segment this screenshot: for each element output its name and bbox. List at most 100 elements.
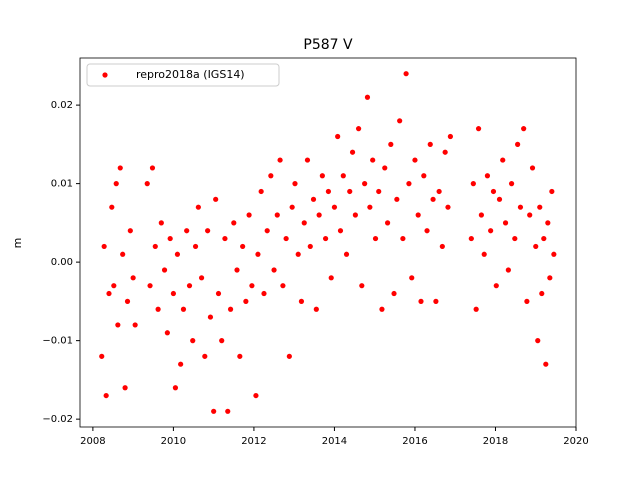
data-point <box>533 243 539 250</box>
data-point <box>370 157 376 163</box>
y-tick-label: −0.02 <box>42 414 73 425</box>
data-point <box>313 306 319 312</box>
data-point <box>115 322 121 328</box>
data-point <box>310 196 317 202</box>
data-point <box>427 141 433 147</box>
data-point <box>436 188 442 195</box>
data-point <box>186 283 193 289</box>
x-tick-label: 2008 <box>80 436 105 447</box>
data-point <box>481 251 487 257</box>
data-point <box>473 306 479 312</box>
data-point <box>298 298 305 304</box>
data-point <box>130 275 136 281</box>
data-point <box>174 251 181 257</box>
data-point <box>484 173 491 179</box>
data-point <box>424 228 430 234</box>
data-point <box>549 188 555 195</box>
data-point <box>343 251 350 257</box>
data-point <box>328 275 334 281</box>
x-tick-label: 2012 <box>241 436 266 447</box>
data-point <box>349 149 356 155</box>
data-point <box>289 204 295 210</box>
data-point <box>111 283 117 289</box>
data-point <box>478 212 484 218</box>
data-point <box>382 165 388 171</box>
data-point <box>367 204 373 210</box>
data-point <box>430 196 436 202</box>
data-point <box>192 243 199 250</box>
data-point <box>219 338 225 344</box>
legend-label: repro2018a (IGS14) <box>136 68 245 81</box>
data-point <box>500 157 506 163</box>
data-point <box>517 204 524 210</box>
data-point <box>512 235 518 242</box>
legend-box <box>86 63 280 87</box>
data-point <box>307 243 313 250</box>
data-point <box>170 290 177 297</box>
data-point <box>490 188 497 195</box>
data-point <box>205 228 211 234</box>
data-point <box>103 392 109 399</box>
data-point <box>202 353 208 359</box>
data-point <box>418 298 424 304</box>
data-point <box>234 267 240 273</box>
data-point <box>322 235 329 242</box>
data-point <box>442 149 448 155</box>
data-point <box>537 204 543 210</box>
data-point <box>243 298 249 304</box>
data-point <box>180 306 187 312</box>
data-point <box>264 228 270 234</box>
data-point <box>325 188 332 195</box>
data-point <box>372 235 379 242</box>
data-point <box>280 283 286 289</box>
data-point <box>164 330 170 336</box>
data-point <box>433 298 439 304</box>
data-point <box>541 235 547 242</box>
data-point <box>488 228 494 234</box>
data-point <box>496 196 503 202</box>
data-point <box>155 306 161 312</box>
data-point <box>178 361 184 367</box>
data-point <box>249 283 255 289</box>
data-point <box>147 283 153 289</box>
data-point <box>149 165 156 171</box>
data-point <box>347 188 353 195</box>
data-point <box>277 157 283 163</box>
data-point <box>505 267 511 273</box>
data-point <box>475 126 482 132</box>
data-point <box>406 181 412 187</box>
data-point <box>331 204 338 210</box>
data-point <box>543 361 549 367</box>
data-point <box>253 392 259 399</box>
data-point <box>379 306 385 312</box>
data-point <box>337 228 344 234</box>
x-tick-label: 2014 <box>322 436 347 447</box>
data-point <box>158 220 164 226</box>
data-point <box>195 204 201 210</box>
data-point <box>106 290 112 297</box>
data-point <box>231 220 237 226</box>
data-point <box>109 204 115 210</box>
data-point <box>184 228 190 234</box>
data-point <box>391 290 397 297</box>
data-point <box>246 212 252 218</box>
x-tick-label: 2016 <box>402 436 427 447</box>
data-point <box>319 173 325 179</box>
data-point <box>502 220 509 226</box>
data-point <box>283 235 289 242</box>
data-point <box>132 322 138 328</box>
data-point <box>388 141 394 147</box>
data-point <box>301 220 307 226</box>
data-point <box>335 133 341 140</box>
y-tick-label: 0.02 <box>51 100 73 111</box>
data-point <box>261 290 267 297</box>
data-point <box>268 173 274 179</box>
data-point <box>99 353 105 359</box>
data-point <box>508 181 515 187</box>
data-point <box>215 290 222 297</box>
data-point <box>222 235 228 242</box>
data-point <box>409 275 415 281</box>
data-point <box>397 118 403 124</box>
y-tick-label: 0.01 <box>51 179 73 190</box>
data-point <box>292 181 298 187</box>
